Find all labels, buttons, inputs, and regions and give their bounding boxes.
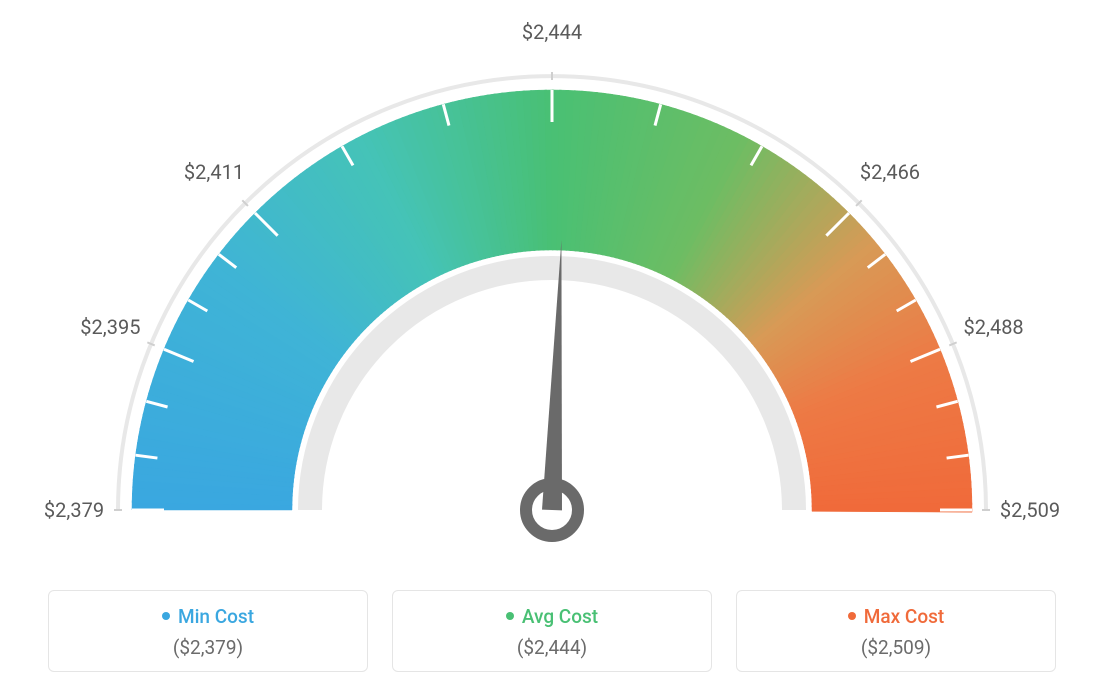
dot-icon bbox=[506, 612, 514, 620]
gauge-svg bbox=[22, 50, 1082, 590]
gauge-tick-label: $2,488 bbox=[964, 315, 1024, 339]
legend-min-title: Min Cost bbox=[49, 605, 367, 628]
legend-row: Min Cost ($2,379) Avg Cost ($2,444) Max … bbox=[0, 590, 1104, 672]
legend-max-title-text: Max Cost bbox=[864, 605, 944, 628]
gauge-tick-label: $2,466 bbox=[860, 160, 920, 184]
gauge-chart: $2,379 $2,395 $2,411 $2,444 $2,466 $2,488 $2,5… bbox=[0, 0, 1104, 560]
legend-min-value: ($2,379) bbox=[49, 636, 367, 659]
legend-min-title-text: Min Cost bbox=[178, 605, 254, 628]
legend-avg-title: Avg Cost bbox=[393, 605, 711, 628]
legend-min-card: Min Cost ($2,379) bbox=[48, 590, 368, 672]
gauge-tick-label: $2,379 bbox=[44, 498, 104, 522]
gauge-tick-label: $2,411 bbox=[184, 160, 244, 184]
legend-avg-card: Avg Cost ($2,444) bbox=[392, 590, 712, 672]
dot-icon bbox=[848, 612, 856, 620]
legend-max-title: Max Cost bbox=[737, 605, 1055, 628]
gauge-tick-label: $2,444 bbox=[522, 20, 582, 44]
gauge-tick-label: $2,395 bbox=[80, 315, 140, 339]
gauge-tick-label: $2,509 bbox=[1000, 498, 1060, 522]
legend-avg-value: ($2,444) bbox=[393, 636, 711, 659]
legend-max-value: ($2,509) bbox=[737, 636, 1055, 659]
legend-avg-title-text: Avg Cost bbox=[522, 605, 598, 628]
dot-icon bbox=[162, 612, 170, 620]
legend-max-card: Max Cost ($2,509) bbox=[736, 590, 1056, 672]
